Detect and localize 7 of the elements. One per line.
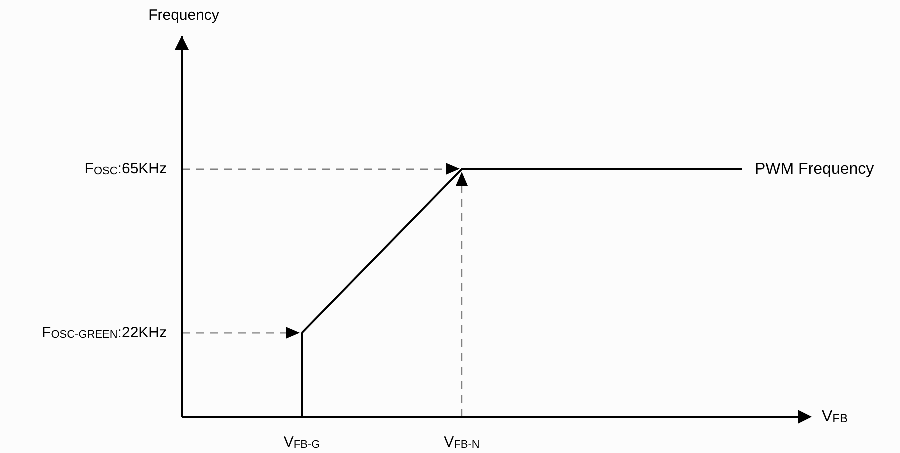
x-axis-title: VFB xyxy=(822,408,848,426)
y-axis-title: Frequency xyxy=(148,7,220,24)
x-tick-label: VFB-G xyxy=(284,434,320,452)
series-label: PWM Frequency xyxy=(755,160,874,178)
y-tick-label: FOSC:65KHz xyxy=(84,160,168,178)
x-tick-label: VFB-N xyxy=(444,434,480,452)
y-tick-label: FOSC-GREEN:22KHz xyxy=(42,324,168,342)
